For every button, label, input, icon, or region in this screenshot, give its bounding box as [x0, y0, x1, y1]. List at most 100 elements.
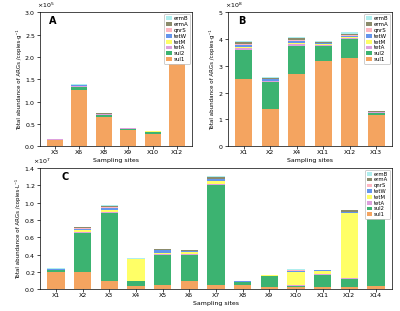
Bar [145, 134, 161, 146]
Bar [169, 39, 185, 40]
Bar [288, 43, 305, 44]
Bar [287, 269, 305, 270]
Bar [341, 37, 358, 38]
Bar [234, 281, 251, 282]
Bar [101, 206, 118, 207]
Bar [181, 281, 198, 289]
Bar [262, 109, 279, 146]
Bar [154, 255, 171, 285]
Bar [74, 227, 91, 228]
Bar [341, 38, 358, 39]
Bar [47, 269, 65, 270]
Bar [315, 42, 332, 43]
Bar [341, 278, 358, 279]
Bar [341, 35, 358, 36]
Bar [96, 115, 112, 117]
Bar [74, 229, 91, 230]
Y-axis label: Total abundance of ARGs /copies·g⁻¹: Total abundance of ARGs /copies·g⁻¹ [210, 29, 216, 130]
Bar [368, 113, 385, 115]
Bar [367, 211, 385, 212]
Bar [235, 42, 252, 44]
Bar [288, 36, 305, 38]
Bar [341, 58, 358, 146]
Bar [169, 46, 185, 146]
Bar [96, 113, 112, 114]
Bar [235, 44, 252, 45]
Bar [74, 232, 91, 233]
Bar [288, 74, 305, 146]
Bar [262, 79, 279, 81]
Bar [341, 211, 358, 212]
Bar [368, 115, 385, 146]
Bar [120, 129, 136, 130]
Bar [341, 34, 358, 35]
Text: A: A [49, 16, 57, 26]
Bar [127, 281, 145, 286]
Bar [314, 271, 331, 274]
Bar [169, 40, 185, 46]
Bar [101, 210, 118, 212]
Bar [315, 45, 332, 46]
Bar [120, 130, 136, 146]
Bar [315, 61, 332, 146]
Bar [169, 36, 185, 37]
Bar [261, 287, 278, 289]
Bar [235, 45, 252, 47]
Bar [181, 255, 198, 281]
Bar [288, 46, 305, 74]
Bar [315, 43, 332, 44]
Bar [314, 275, 331, 287]
Bar [367, 209, 385, 211]
Bar [101, 208, 118, 210]
Bar [74, 230, 91, 232]
Legend: ermB, ermA, qnrS, tetW, tetM, tetA, sul2, sul1: ermB, ermA, qnrS, tetW, tetM, tetA, sul2… [164, 14, 190, 64]
Bar [154, 248, 171, 249]
Bar [341, 213, 358, 278]
Bar [235, 79, 252, 146]
Bar [207, 177, 225, 179]
Bar [367, 206, 385, 207]
Bar [262, 77, 279, 78]
Bar [181, 254, 198, 255]
Bar [207, 285, 225, 289]
Bar [47, 140, 63, 146]
Bar [315, 44, 332, 45]
Bar [341, 279, 358, 287]
Bar [74, 272, 91, 289]
Bar [207, 176, 225, 177]
Bar [315, 46, 332, 61]
Bar [96, 114, 112, 115]
X-axis label: Sampling sites: Sampling sites [93, 158, 139, 163]
Bar [314, 274, 331, 275]
Bar [120, 128, 136, 129]
Bar [207, 185, 225, 285]
Bar [154, 254, 171, 255]
Bar [341, 33, 358, 34]
Bar [235, 40, 252, 42]
Bar [101, 281, 118, 289]
Bar [288, 40, 305, 41]
Bar [101, 207, 118, 208]
Legend: ermB, ermA, qnrS, tetW, tetM, tetA, sul2, sul1: ermB, ermA, qnrS, tetW, tetM, tetA, sul2… [365, 169, 390, 219]
Bar [47, 272, 65, 289]
Bar [288, 38, 305, 40]
Bar [288, 41, 305, 43]
Bar [47, 270, 65, 272]
Bar [71, 91, 87, 146]
Text: C: C [61, 172, 68, 182]
X-axis label: Sampling sites: Sampling sites [287, 158, 333, 163]
Bar [315, 41, 332, 42]
Bar [341, 39, 358, 58]
Bar [207, 179, 225, 181]
Bar [145, 132, 161, 134]
Bar [235, 48, 252, 50]
Bar [367, 212, 385, 286]
Bar [234, 285, 251, 289]
Bar [261, 276, 278, 287]
Bar [154, 249, 171, 250]
Bar [74, 228, 91, 229]
Bar [101, 212, 118, 213]
Bar [368, 111, 385, 112]
Bar [367, 204, 385, 205]
Bar [101, 213, 118, 281]
